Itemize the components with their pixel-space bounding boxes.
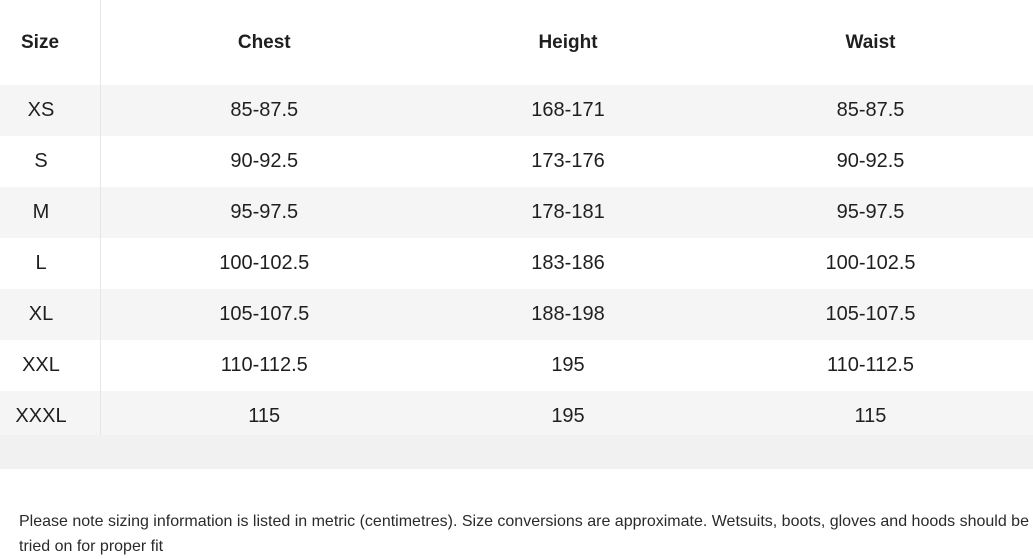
waist-cell: 105-107.5 <box>825 303 916 325</box>
size-cell: XXL <box>0 340 101 391</box>
height-cell: 178-181 <box>531 201 605 223</box>
size-chart-body: XS 85-87.5 168-171 85-87.5 S 90-92.5 173… <box>0 85 1033 442</box>
chest-cell: 95-97.5 <box>230 201 299 223</box>
size-chart-header: Size Chest Height Waist <box>0 0 1033 85</box>
table-row: M 95-97.5 178-181 95-97.5 <box>0 187 1033 238</box>
size-cell: XS <box>0 85 101 136</box>
header-size: Size <box>0 0 101 85</box>
waist-cell: 85-87.5 <box>836 99 905 121</box>
height-cell: 195 <box>551 354 585 376</box>
size-cell: M <box>0 187 101 238</box>
waist-cell: 100-102.5 <box>825 252 916 274</box>
table-row: XXL 110-112.5 195 110-112.5 <box>0 340 1033 391</box>
table-footer-band <box>0 435 1033 469</box>
chest-cell: 85-87.5 <box>230 99 299 121</box>
chest-cell: 90-92.5 <box>230 150 299 172</box>
size-cell: S <box>0 136 101 187</box>
height-cell: 183-186 <box>531 252 605 274</box>
table-row: L 100-102.5 183-186 100-102.5 <box>0 238 1033 289</box>
height-cell: 168-171 <box>531 99 605 121</box>
header-waist: Waist <box>708 0 1033 85</box>
table-row: XS 85-87.5 168-171 85-87.5 <box>0 85 1033 136</box>
waist-cell: 90-92.5 <box>836 150 905 172</box>
chest-cell: 100-102.5 <box>219 252 310 274</box>
height-cell: 173-176 <box>531 150 605 172</box>
waist-cell: 110-112.5 <box>826 354 915 376</box>
waist-cell: 115 <box>854 405 887 427</box>
chest-cell: 115 <box>248 405 281 427</box>
header-height: Height <box>428 0 708 85</box>
size-cell: XL <box>0 289 101 340</box>
chest-cell: 110-112.5 <box>220 354 308 376</box>
sizing-note: Please note sizing information is listed… <box>19 513 1029 555</box>
size-chart-table: Size Chest Height Waist XS 85-87.5 168-1… <box>0 0 1033 442</box>
height-cell: 188-198 <box>531 303 605 325</box>
table-row: XL 105-107.5 188-198 105-107.5 <box>0 289 1033 340</box>
table-row: S 90-92.5 173-176 90-92.5 <box>0 136 1033 187</box>
height-cell: 195 <box>551 405 585 427</box>
chest-cell: 105-107.5 <box>219 303 310 325</box>
header-chest: Chest <box>100 0 428 85</box>
header-row: Size Chest Height Waist <box>0 0 1033 85</box>
size-cell: L <box>0 238 101 289</box>
waist-cell: 95-97.5 <box>836 201 905 223</box>
size-cell: XXXL <box>0 391 101 442</box>
table-row: XXXL 115 195 115 <box>0 391 1033 442</box>
